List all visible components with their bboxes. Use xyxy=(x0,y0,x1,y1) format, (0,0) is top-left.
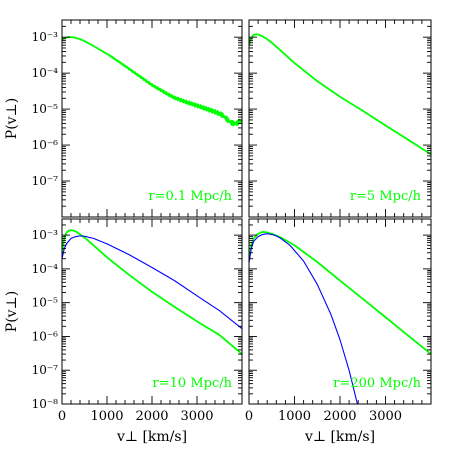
series-line-green xyxy=(249,33,431,156)
y-axis-label: P(v⊥) xyxy=(4,291,20,332)
x-tick-label: 0 xyxy=(245,409,253,424)
y-tick-label: 10⁻⁶ xyxy=(32,329,59,343)
y-tick-label: 10⁻⁸ xyxy=(32,397,59,411)
x-tick-label: 3000 xyxy=(180,409,213,424)
series-line-blue xyxy=(249,233,358,404)
panel-annotation: r=5 Mpc/h xyxy=(350,189,422,204)
x-axis-label: v⊥ [km/s] xyxy=(304,429,375,445)
series-line-green xyxy=(62,229,242,355)
x-axis-label: v⊥ [km/s] xyxy=(116,429,187,445)
panel-bottom-right: r=200 Mpc/h 0 1000 2000 3000 v⊥ [km/s] xyxy=(245,218,432,445)
y-axis-label: P(v⊥) xyxy=(4,98,20,139)
y-tick-label: 10⁻⁷ xyxy=(32,174,59,188)
y-tick-label: 10⁻³ xyxy=(32,228,59,242)
x-tick-label: 0 xyxy=(58,409,66,424)
axes-frame xyxy=(248,19,432,218)
panel-top-right: r=5 Mpc/h xyxy=(248,19,432,218)
x-tick-label: 2000 xyxy=(323,409,356,424)
x-tick-label: 2000 xyxy=(135,409,168,424)
panel-top-left: r=0.1 Mpc/h 10⁻³ 10⁻⁴ 10⁻⁵ 10⁻⁶ 10⁻⁷ P(v⊥) xyxy=(4,19,243,218)
panel-annotation: r=10 Mpc/h xyxy=(153,376,233,391)
series-line-green xyxy=(249,230,431,355)
y-tick-label: 10⁻³ xyxy=(32,30,59,44)
x-tick-label: 3000 xyxy=(369,409,402,424)
panel-bottom-left: r=10 Mpc/h 10⁻³ 10⁻⁴ 10⁻⁵ 10⁻⁶ 10⁻⁷ 10⁻⁸ P(v⊥) 0… xyxy=(4,218,243,445)
y-tick-label: 10⁻⁵ xyxy=(32,296,59,310)
x-tick-label: 1000 xyxy=(278,409,311,424)
series-line-blue xyxy=(62,235,242,330)
y-tick-label: 10⁻⁶ xyxy=(32,138,59,152)
series-line-green xyxy=(62,36,242,127)
y-tick-label: 10⁻⁷ xyxy=(32,363,59,377)
panel-annotation: r=200 Mpc/h xyxy=(333,376,421,391)
axes-frame xyxy=(61,19,243,218)
y-tick-label: 10⁻⁵ xyxy=(32,102,59,116)
panel-annotation: r=0.1 Mpc/h xyxy=(148,189,232,204)
x-tick-label: 1000 xyxy=(90,409,123,424)
y-tick-label: 10⁻⁴ xyxy=(32,262,59,276)
y-tick-label: 10⁻⁴ xyxy=(32,66,59,80)
